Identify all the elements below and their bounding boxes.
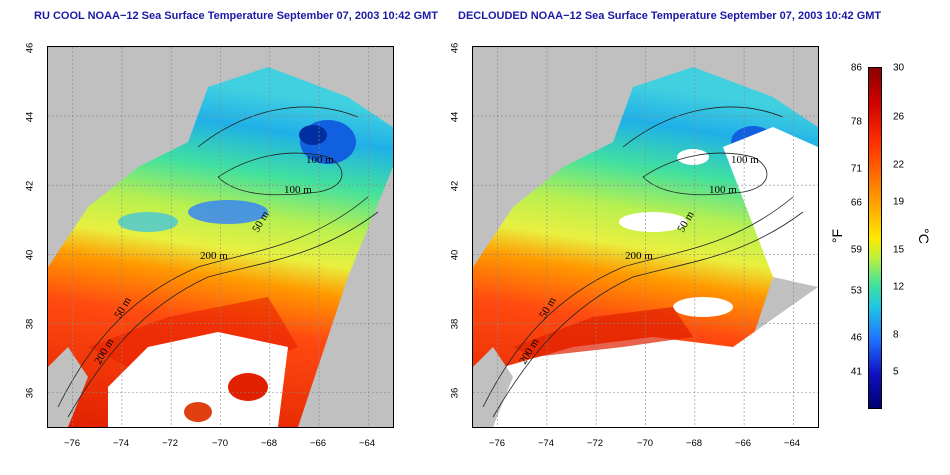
cloud-mask <box>493 287 818 427</box>
lon-tick: −74 <box>112 438 130 449</box>
lon-tick: −70 <box>211 438 229 449</box>
land-mass <box>48 47 208 267</box>
contour-label: 200 m <box>625 250 653 262</box>
lat-tick: 42 <box>449 180 461 192</box>
fahrenheit-tick: 41 <box>850 366 862 378</box>
land-mass <box>473 47 633 267</box>
fahrenheit-unit-label: °F <box>829 228 846 244</box>
panel-title-raw: RU COOL NOAA−12 Sea Surface Temperature … <box>34 10 439 22</box>
lat-tick: 40 <box>24 249 36 261</box>
contour-label: 100 m <box>284 184 312 196</box>
lon-tick: −66 <box>309 438 327 449</box>
lat-tick: 38 <box>24 318 36 330</box>
celsius-tick: 5 <box>893 366 899 378</box>
celsius-tick: 26 <box>893 111 905 123</box>
lon-tick: −64 <box>358 438 376 449</box>
lat-tick: 36 <box>449 387 461 399</box>
fahrenheit-tick: 59 <box>850 244 862 256</box>
lat-tick: 38 <box>449 318 461 330</box>
fahrenheit-tick: 66 <box>850 197 862 209</box>
fahrenheit-tick: 46 <box>850 332 862 344</box>
lat-tick: 42 <box>24 180 36 192</box>
lon-tick: −66 <box>734 438 752 449</box>
lat-tick: 36 <box>24 387 36 399</box>
sst-map-raw: 100 m 100 m 50 m 200 m 50 m 200 m <box>48 47 393 427</box>
sst-map-declouded: 100 m 100 m 50 m 200 m 50 m 200 m <box>473 47 818 427</box>
contour-label: 200 m <box>200 250 228 262</box>
lon-tick: −76 <box>488 438 506 449</box>
lat-tick: 46 <box>24 42 36 54</box>
contour-label: 100 m <box>306 154 334 166</box>
celsius-tick: 19 <box>893 196 905 208</box>
fahrenheit-tick: 71 <box>850 163 862 175</box>
lat-tick: 40 <box>449 249 461 261</box>
lon-tick: −72 <box>161 438 179 449</box>
celsius-unit-label: °C <box>915 228 932 244</box>
fahrenheit-tick: 86 <box>850 62 862 74</box>
temperature-colorbar <box>868 67 882 409</box>
lon-tick: −68 <box>685 438 703 449</box>
lon-tick: −74 <box>537 438 555 449</box>
lat-tick: 44 <box>449 111 461 123</box>
lon-tick: −72 <box>586 438 604 449</box>
lon-tick: −68 <box>260 438 278 449</box>
map-panel-raw[interactable]: 100 m 100 m 50 m 200 m 50 m 200 m <box>47 46 394 428</box>
celsius-tick: 30 <box>893 62 905 74</box>
celsius-tick: 22 <box>893 159 905 171</box>
contour-label: 100 m <box>709 184 737 196</box>
celsius-tick: 15 <box>893 244 905 256</box>
map-panel-declouded[interactable]: 100 m 100 m 50 m 200 m 50 m 200 m <box>472 46 819 428</box>
celsius-tick: 8 <box>893 329 899 341</box>
lon-tick: −70 <box>636 438 654 449</box>
lat-tick: 46 <box>449 42 461 54</box>
contour-label: 100 m <box>731 154 759 166</box>
fahrenheit-tick: 78 <box>850 116 862 128</box>
lat-tick: 44 <box>24 111 36 123</box>
cloud-cover <box>108 332 288 427</box>
lon-tick: −76 <box>63 438 81 449</box>
celsius-tick: 12 <box>893 281 905 293</box>
fahrenheit-tick: 53 <box>850 285 862 297</box>
lon-tick: −64 <box>783 438 801 449</box>
panel-title-declouded: DECLOUDED NOAA−12 Sea Surface Temperatur… <box>458 10 882 22</box>
